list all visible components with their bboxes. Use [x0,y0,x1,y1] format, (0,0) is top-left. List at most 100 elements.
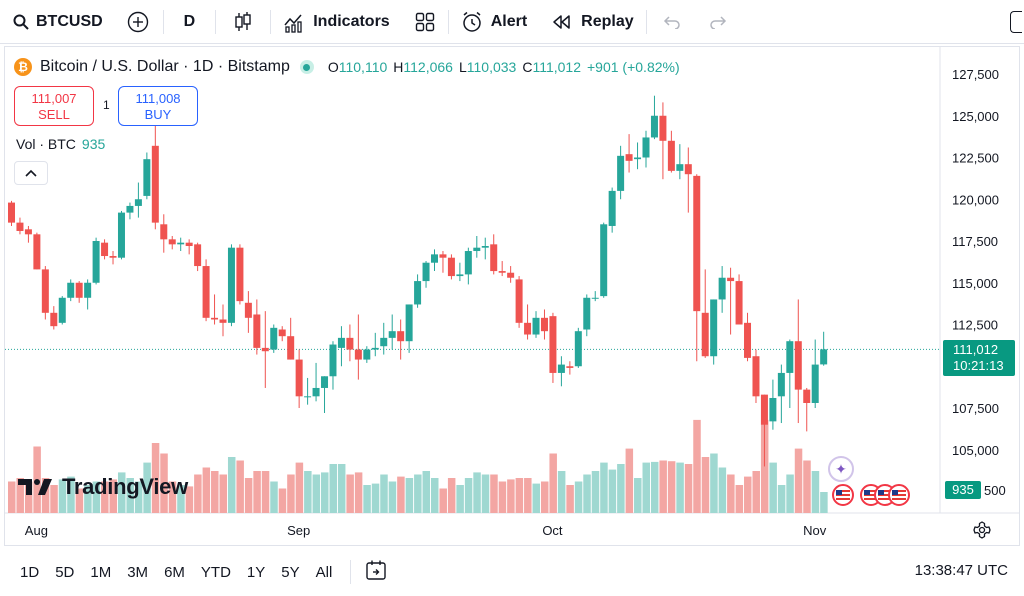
utc-clock[interactable]: 13:38:47 UTC [914,562,1008,579]
candle-body[interactable] [8,202,15,223]
candle-body[interactable] [532,317,540,335]
candle-body[interactable] [177,242,185,245]
interval-button[interactable]: D [164,0,216,44]
candle-body[interactable] [583,297,591,330]
candle-body[interactable] [75,282,83,298]
range-1d[interactable]: 1D [20,563,40,581]
candle-body[interactable] [718,277,726,300]
candle-body[interactable] [278,329,286,337]
symbol-search[interactable]: BTCUSD [0,0,113,44]
economic-event-badge[interactable] [888,484,910,506]
indicators-button[interactable]: Indicators [271,0,401,44]
candle-body[interactable] [676,164,684,171]
candle-body[interactable] [67,282,75,298]
candle-body[interactable] [202,266,210,318]
candle-body[interactable] [752,356,760,397]
tradingview-logo[interactable]: TradingView [18,474,188,500]
candle-body[interactable] [431,254,438,263]
buy-button[interactable]: 111,008 BUY [118,86,198,126]
candle-body[interactable] [84,282,92,298]
candle-body[interactable] [524,322,532,335]
volume-legend[interactable]: Vol · BTC 935 [16,136,105,152]
redo-button[interactable] [697,0,739,44]
candle-body[interactable] [456,274,464,277]
candle-body[interactable] [481,246,489,248]
candle-body[interactable] [447,257,455,277]
collapse-legend-button[interactable] [14,161,48,185]
candle-body[interactable] [143,159,151,196]
candle-body[interactable] [92,241,100,283]
symbol-description[interactable]: Bitcoin / U.S. Dollar · 1D · Bitstamp [40,58,290,75]
candle-body[interactable] [498,271,506,273]
candle-body[interactable] [464,251,472,275]
candle-body[interactable] [473,247,481,252]
candle-body[interactable] [625,154,633,161]
candle-body[interactable] [608,190,616,226]
candle-body[interactable] [244,302,252,318]
candle-body[interactable] [769,397,777,422]
ideas-event-badge[interactable]: ✦ [828,456,854,482]
candle-body[interactable] [261,347,269,352]
candle-body[interactable] [211,317,219,320]
range-5y[interactable]: 5Y [281,563,300,581]
candle-body[interactable] [507,272,515,278]
candle-body[interactable] [540,317,548,332]
candle-body[interactable] [659,115,667,141]
chart-type-button[interactable] [216,0,270,44]
candle-body[interactable] [16,222,24,231]
candle-body[interactable] [701,312,709,357]
range-3m[interactable]: 3M [127,563,149,581]
sell-button[interactable]: 111,007 SELL [14,86,94,126]
candle-body[interactable] [101,242,109,257]
candle-body[interactable] [786,341,794,373]
candle-body[interactable] [566,366,574,368]
candle-body[interactable] [794,341,802,390]
candle-body[interactable] [811,364,819,403]
candle-body[interactable] [549,316,557,373]
candle-body[interactable] [337,337,345,348]
candle-body[interactable] [557,364,565,373]
candle-body[interactable] [295,359,303,397]
candle-body[interactable] [591,297,599,299]
undo-button[interactable] [647,0,697,44]
candle-body[interactable] [667,140,675,171]
candle-body[interactable] [329,344,337,377]
candle-body[interactable] [727,277,735,282]
candle-body[interactable] [414,281,422,305]
layouts-button[interactable] [402,0,448,44]
candle-body[interactable] [388,331,396,338]
candle-body[interactable] [33,234,41,270]
candle-body[interactable] [50,312,58,327]
range-ytd[interactable]: YTD [200,563,231,581]
compare-symbol-button[interactable] [113,0,163,44]
candle-body[interactable] [270,327,278,350]
toolbar-menu-button[interactable] [1008,0,1024,44]
candle-body[interactable] [346,337,354,350]
candle-body[interactable] [574,331,582,367]
range-6m[interactable]: 6M [164,563,185,581]
candle-body[interactable] [693,175,701,312]
candle-body[interactable] [219,319,227,323]
alert-button[interactable]: Alert [449,0,539,44]
candle-body[interactable] [371,347,379,350]
candle-body[interactable] [354,349,362,360]
range-5d[interactable]: 5D [55,563,75,581]
candle-body[interactable] [422,262,430,282]
range-1m[interactable]: 1M [90,563,112,581]
candle-body[interactable] [642,137,650,158]
candle-body[interactable] [600,224,608,297]
candle-body[interactable] [160,224,168,240]
candle-body[interactable] [185,242,193,247]
candle-body[interactable] [287,336,295,360]
candle-body[interactable] [134,199,142,206]
candle-body[interactable] [126,205,134,213]
candle-body[interactable] [321,376,329,388]
candle-body[interactable] [380,337,388,347]
candle-body[interactable] [777,372,785,397]
range-all[interactable]: All [315,563,333,581]
candle-body[interactable] [151,145,159,223]
economic-event-badge[interactable] [832,484,854,506]
candle-body[interactable] [109,256,117,258]
replay-button[interactable]: Replay [539,0,645,44]
